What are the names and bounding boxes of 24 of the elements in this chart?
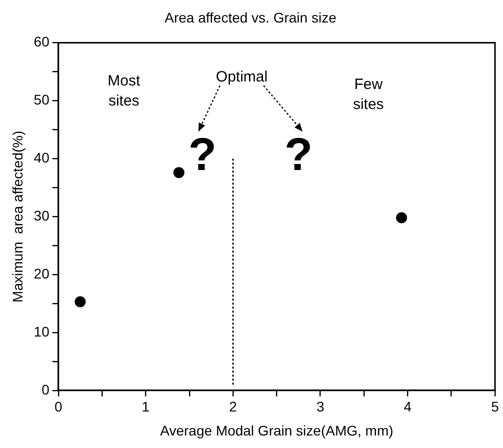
y-tick-label: 50 (34, 92, 50, 108)
annotation: ? (284, 128, 313, 180)
point (173, 167, 184, 178)
y-tick-label: 20 (34, 265, 50, 282)
y-tick-label: 30 (34, 207, 50, 224)
y-tick-label: 40 (34, 150, 50, 166)
x-axis-title: Average Modal Grain size(AMG, mm) (160, 422, 394, 438)
x-tick-label: 1 (142, 398, 150, 415)
x-tick-label: 2 (229, 398, 238, 415)
chart-title: Area affected vs. Grain size (164, 9, 337, 26)
y-tick-label: 10 (34, 323, 50, 340)
x-tick-label: 4 (404, 398, 412, 415)
annotation: Optimal (216, 68, 268, 86)
annotation: Few sites (352, 76, 384, 114)
y-axis-title: Maximum area affected(%) (9, 130, 26, 302)
y-tick-label: 60 (34, 34, 50, 50)
x-tick-label: 0 (54, 398, 62, 415)
x-tick-label: 3 (316, 398, 324, 415)
annotation: Most sites (108, 72, 141, 110)
y-tick-label: 0 (42, 381, 50, 398)
annotation: ? (188, 128, 217, 180)
point (74, 296, 86, 308)
x-tick-label: 5 (491, 398, 500, 415)
point (396, 212, 408, 224)
